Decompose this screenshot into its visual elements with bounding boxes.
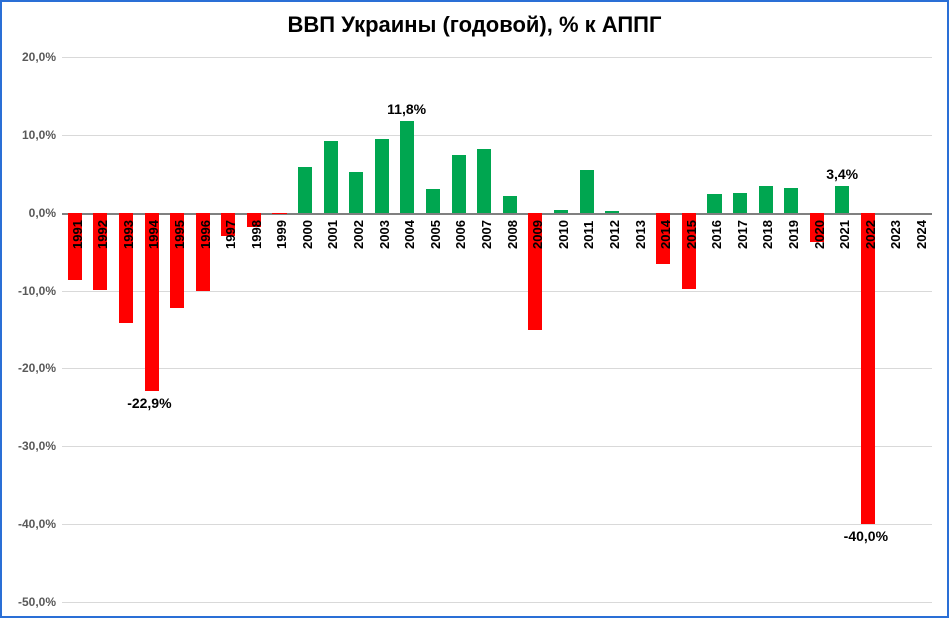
x-tick-label: 2000 xyxy=(300,220,315,249)
chart-title: ВВП Украины (годовой), % к АППГ xyxy=(2,12,947,38)
x-tick-label: 2013 xyxy=(633,220,648,249)
x-tick-label: 2022 xyxy=(863,220,878,249)
chart-frame: ВВП Украины (годовой), % к АППГ -50,0%-4… xyxy=(0,0,949,618)
x-tick-label: 1991 xyxy=(70,220,85,249)
bar xyxy=(452,155,466,213)
x-tick-label: 2014 xyxy=(658,220,673,249)
x-tick-label: 2003 xyxy=(377,220,392,249)
x-tick-label: 2016 xyxy=(709,220,724,249)
plot-area: -50,0%-40,0%-30,0%-20,0%-10,0%0,0%10,0%2… xyxy=(62,57,932,602)
x-tick-label: 2005 xyxy=(428,220,443,249)
y-tick-label: 0,0% xyxy=(29,206,62,220)
gridline xyxy=(62,602,932,603)
bar xyxy=(835,186,849,212)
gridline xyxy=(62,291,932,292)
x-tick-label: 1994 xyxy=(146,220,161,249)
x-tick-label: 2010 xyxy=(556,220,571,249)
y-tick-label: -10,0% xyxy=(18,284,62,298)
x-tick-label: 2009 xyxy=(530,220,545,249)
data-callout: 11,8% xyxy=(387,101,426,117)
x-tick-label: 1993 xyxy=(121,220,136,249)
bar xyxy=(605,211,619,213)
x-axis-line xyxy=(62,213,932,215)
gridline xyxy=(62,135,932,136)
x-tick-label: 1999 xyxy=(274,220,289,249)
gridline xyxy=(62,524,932,525)
bar xyxy=(272,213,286,215)
x-tick-label: 2002 xyxy=(351,220,366,249)
bar xyxy=(554,210,568,212)
bar xyxy=(503,196,517,212)
data-callout: 3,4% xyxy=(826,166,858,182)
y-tick-label: 20,0% xyxy=(22,50,62,64)
bar xyxy=(759,186,773,212)
bar xyxy=(426,189,440,212)
y-tick-label: -50,0% xyxy=(18,595,62,609)
x-tick-label: 1996 xyxy=(198,220,213,249)
bar xyxy=(349,172,363,212)
y-tick-label: -20,0% xyxy=(18,361,62,375)
x-tick-label: 2024 xyxy=(914,220,929,249)
bar xyxy=(400,121,414,213)
x-tick-label: 2004 xyxy=(402,220,417,249)
x-tick-label: 2018 xyxy=(760,220,775,249)
bar xyxy=(324,141,338,213)
x-tick-label: 2019 xyxy=(786,220,801,249)
x-tick-label: 1998 xyxy=(249,220,264,249)
y-tick-label: -30,0% xyxy=(18,439,62,453)
x-tick-label: 2007 xyxy=(479,220,494,249)
x-tick-label: 1992 xyxy=(95,220,110,249)
data-callout: -22,9% xyxy=(127,395,171,411)
data-callout: -40,0% xyxy=(844,528,888,544)
bar xyxy=(580,170,594,213)
bar xyxy=(784,188,798,213)
x-tick-label: 2021 xyxy=(837,220,852,249)
y-tick-label: 10,0% xyxy=(22,128,62,142)
x-tick-label: 2008 xyxy=(505,220,520,249)
x-tick-label: 2015 xyxy=(684,220,699,249)
x-tick-label: 2020 xyxy=(812,220,827,249)
bar xyxy=(733,193,747,212)
x-tick-label: 1995 xyxy=(172,220,187,249)
bar xyxy=(477,149,491,213)
bar xyxy=(298,167,312,213)
bar xyxy=(707,194,721,213)
x-tick-label: 2017 xyxy=(735,220,750,249)
x-tick-label: 2023 xyxy=(888,220,903,249)
gridline xyxy=(62,57,932,58)
gridline xyxy=(62,368,932,369)
bar xyxy=(375,139,389,213)
bar xyxy=(861,213,875,524)
gridline xyxy=(62,446,932,447)
x-tick-label: 2011 xyxy=(581,221,596,249)
x-tick-label: 1997 xyxy=(223,220,238,249)
x-tick-label: 2006 xyxy=(453,220,468,249)
x-tick-label: 2012 xyxy=(607,220,622,249)
y-tick-label: -40,0% xyxy=(18,517,62,531)
x-tick-label: 2001 xyxy=(325,220,340,249)
